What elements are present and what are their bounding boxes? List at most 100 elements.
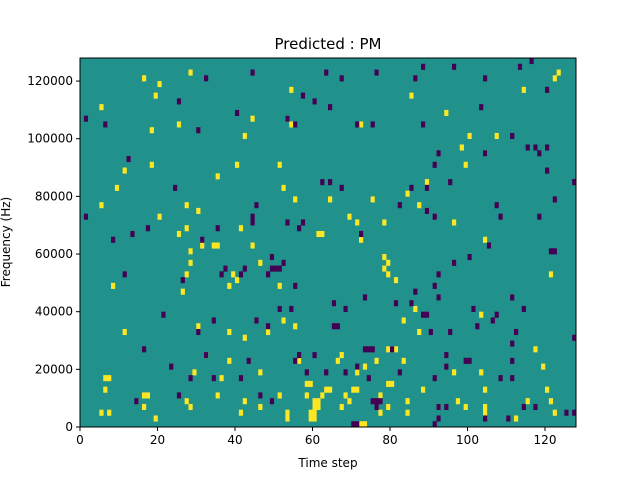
heatmap-high-cell <box>227 357 232 364</box>
heatmap-low-cell <box>176 98 182 105</box>
heatmap-high-cell <box>393 277 399 284</box>
heatmap-high-cell <box>281 184 286 191</box>
heatmap-high-cell <box>459 144 464 151</box>
heatmap-high-cell <box>215 392 220 399</box>
heatmap-high-cell <box>308 415 313 422</box>
heatmap-low-cell <box>428 328 433 336</box>
x-tick-label: 120 <box>534 433 557 447</box>
heatmap-high-cell <box>235 161 240 168</box>
heatmap-high-cell <box>424 179 430 186</box>
heatmap-low-cell <box>242 265 247 272</box>
heatmap-low-cell <box>180 277 185 284</box>
heatmap-low-cell <box>525 144 530 151</box>
heatmap-low-cell <box>397 369 402 376</box>
heatmap-low-cell <box>215 225 220 232</box>
heatmap-low-cell <box>339 75 344 82</box>
heatmap-low-cell <box>331 323 337 330</box>
heatmap-high-cell <box>258 369 263 376</box>
heatmap-high-cell <box>386 259 391 266</box>
heatmap-low-cell <box>111 236 116 243</box>
heatmap-high-cell <box>277 392 282 399</box>
heatmap-low-cell <box>204 75 209 82</box>
heatmap-low-cell <box>444 352 449 359</box>
heatmap-high-cell <box>417 328 422 336</box>
heatmap-low-cell <box>293 357 298 364</box>
heatmap-low-cell <box>161 311 166 318</box>
heatmap-low-cell <box>359 230 364 238</box>
heatmap-low-cell <box>83 213 89 220</box>
heatmap-low-cell <box>258 392 263 399</box>
heatmap-low-cell <box>196 127 201 134</box>
heatmap-high-cell <box>149 127 154 134</box>
heatmap-high-cell <box>231 271 236 278</box>
heatmap-low-cell <box>436 415 441 422</box>
y-tick-label: 60000 <box>35 247 73 261</box>
heatmap-high-cell <box>514 415 519 422</box>
heatmap-high-cell <box>413 305 418 312</box>
heatmap-high-cell <box>184 202 189 209</box>
heatmap-low-cell <box>328 104 333 111</box>
heatmap-low-cell <box>537 150 542 157</box>
heatmap-low-cell <box>537 213 542 220</box>
heatmap-low-cell <box>351 421 356 428</box>
heatmap-high-cell <box>99 104 104 111</box>
x-tick-label: 40 <box>227 433 242 447</box>
heatmap-high-cell <box>188 248 193 255</box>
heatmap-low-cell <box>421 63 426 70</box>
heatmap-high-cell <box>227 328 232 336</box>
heatmap-high-cell <box>405 190 410 197</box>
heatmap-high-cell <box>479 369 484 376</box>
heatmap-low-cell <box>533 144 538 151</box>
heatmap-low-cell <box>370 346 375 353</box>
heatmap-low-cell <box>250 213 255 220</box>
heatmap-high-cell <box>176 121 182 128</box>
heatmap-high-cell <box>362 421 368 428</box>
heatmap-high-cell <box>355 386 360 393</box>
heatmap-high-cell <box>347 213 352 220</box>
y-tick-label: 100000 <box>27 132 73 146</box>
heatmap-low-cell <box>169 363 174 370</box>
heatmap-low-cell <box>421 121 426 128</box>
heatmap-low-cell <box>393 300 399 307</box>
heatmap-high-cell <box>142 392 147 399</box>
heatmap-low-cell <box>320 179 325 186</box>
heatmap-high-cell <box>215 242 220 249</box>
heatmap-high-cell <box>552 409 557 416</box>
heatmap-high-cell <box>479 311 484 318</box>
heatmap-low-cell <box>436 403 441 411</box>
heatmap-low-cell <box>374 403 379 411</box>
heatmap-high-cell <box>374 357 379 364</box>
heatmap-high-cell <box>196 323 201 330</box>
heatmap-low-cell <box>343 369 348 376</box>
heatmap-low-cell <box>413 288 418 295</box>
heatmap-low-cell <box>211 375 216 382</box>
heatmap-low-cell <box>494 202 499 209</box>
heatmap-high-cell <box>324 386 329 393</box>
heatmap-low-cell <box>223 265 228 272</box>
heatmap-high-cell <box>211 242 216 249</box>
heatmap-low-cell <box>219 271 224 278</box>
heatmap-low-cell <box>545 167 550 174</box>
heatmap-high-cell <box>335 357 340 364</box>
heatmap-high-cell <box>122 328 127 336</box>
heatmap-low-cell <box>521 305 526 312</box>
heatmap-low-cell <box>238 271 244 278</box>
heatmap-low-cell <box>467 357 472 364</box>
x-tick-label: 0 <box>76 433 84 447</box>
heatmap-low-cell <box>343 305 348 312</box>
heatmap-low-cell <box>277 305 282 312</box>
heatmap-low-cell <box>378 398 383 405</box>
heatmap-high-cell <box>463 403 468 411</box>
heatmap-low-cell <box>444 403 449 411</box>
heatmap-high-cell <box>421 386 426 393</box>
heatmap-high-cell <box>277 282 282 289</box>
heatmap-low-cell <box>572 409 577 416</box>
heatmap-high-cell <box>238 225 244 232</box>
heatmap-low-cell <box>490 317 495 324</box>
heatmap-high-cell <box>242 334 247 341</box>
heatmap-low-cell <box>483 150 488 157</box>
heatmap-low-cell <box>479 104 484 111</box>
heatmap-high-cell <box>328 386 333 393</box>
heatmap-high-cell <box>153 415 158 422</box>
heatmap-high-cell <box>467 132 472 140</box>
